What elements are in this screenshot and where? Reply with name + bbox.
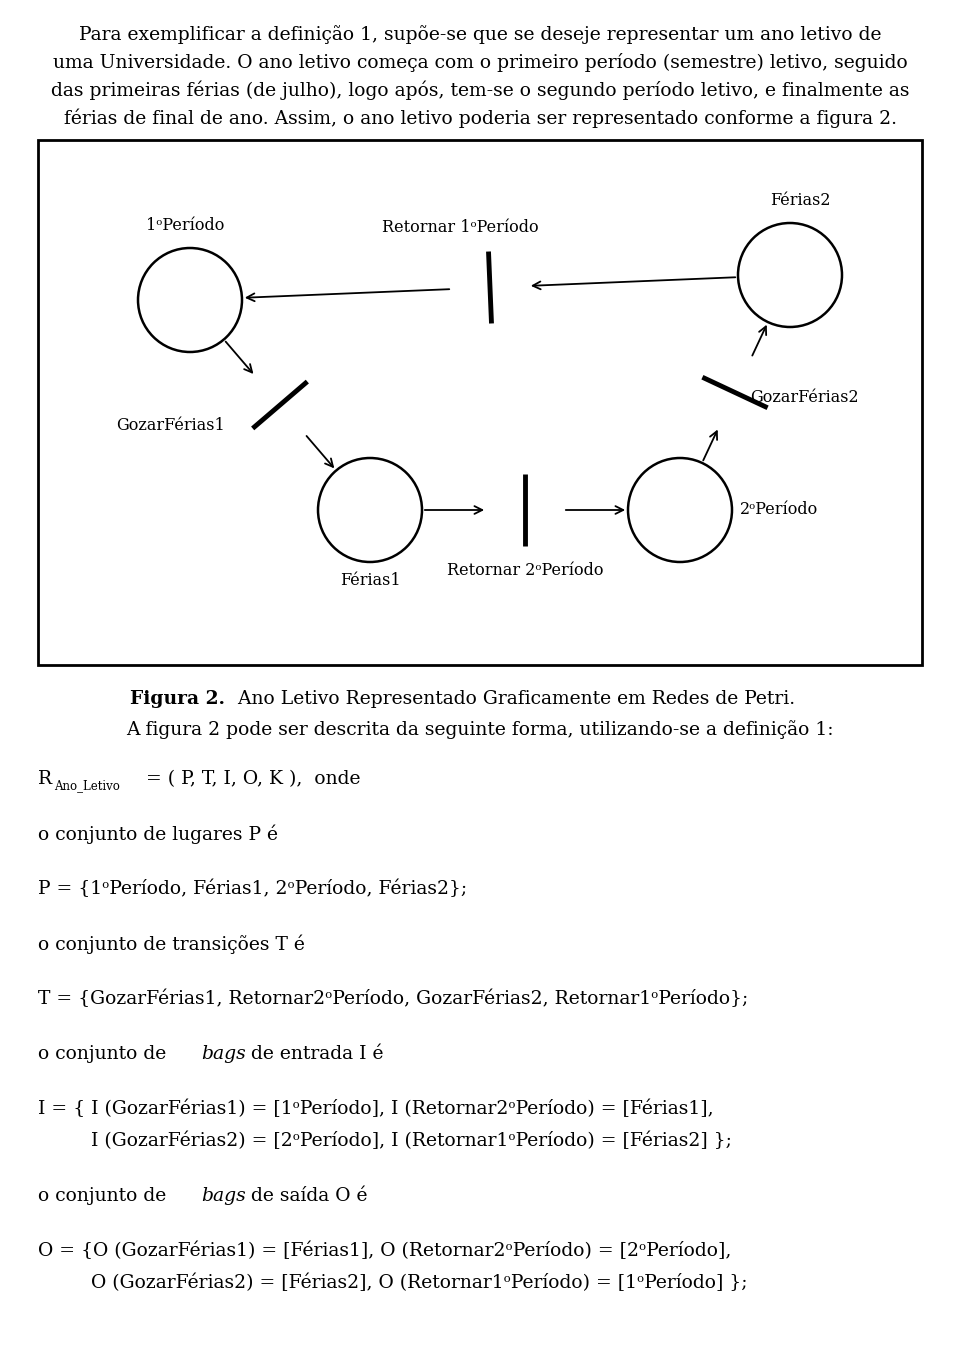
Text: O (GozarFérias2) = [Férias2], O (Retornar1ᵒPeríodo) = [1ᵒPeríodo] };: O (GozarFérias2) = [Férias2], O (Retorna…: [91, 1274, 748, 1292]
Text: GozarFérias1: GozarFérias1: [116, 417, 225, 433]
Text: o conjunto de lugares P é: o conjunto de lugares P é: [38, 825, 278, 845]
Text: das primeiras férias (de julho), logo após, tem-se o segundo período letivo, e f: das primeiras férias (de julho), logo ap…: [51, 81, 909, 100]
Text: Férias2: Férias2: [770, 192, 830, 209]
Text: Retornar 1ᵒPeríodo: Retornar 1ᵒPeríodo: [382, 219, 539, 235]
Bar: [38, 140, 922, 666]
Text: de entrada I é: de entrada I é: [245, 1045, 383, 1062]
Text: 1ᵒPeríodo: 1ᵒPeríodo: [146, 217, 225, 234]
Text: GozarFérias2: GozarFérias2: [750, 389, 858, 406]
Text: O = {O (GozarFérias1) = [Férias1], O (Retornar2ᵒPeríodo) = [2ᵒPeríodo],: O = {O (GozarFérias1) = [Férias1], O (Re…: [38, 1242, 732, 1261]
Text: bags: bags: [201, 1187, 246, 1206]
Text: Retornar 2ᵒPeríodo: Retornar 2ᵒPeríodo: [446, 562, 603, 579]
Text: P = {1ᵒPeríodo, Férias1, 2ᵒPeríodo, Férias2};: P = {1ᵒPeríodo, Férias1, 2ᵒPeríodo, Féri…: [38, 880, 468, 899]
Text: de saída O é: de saída O é: [245, 1187, 368, 1206]
Text: R: R: [38, 769, 52, 788]
Text: I = { I (GozarFérias1) = [1ᵒPeríodo], I (Retornar2ᵒPeríodo) = [Férias1],: I = { I (GozarFérias1) = [1ᵒPeríodo], I …: [38, 1100, 713, 1118]
Text: Férias1: Férias1: [340, 572, 400, 589]
Text: bags: bags: [201, 1045, 246, 1062]
Text: férias de final de ano. Assim, o ano letivo poderia ser representado conforme a : férias de final de ano. Assim, o ano let…: [63, 109, 897, 128]
Text: A figura 2 pode ser descrita da seguinte forma, utilizando-se a definição 1:: A figura 2 pode ser descrita da seguinte…: [127, 720, 833, 738]
Text: I (GozarFérias2) = [2ᵒPeríodo], I (Retornar1ᵒPeríodo) = [Férias2] };: I (GozarFérias2) = [2ᵒPeríodo], I (Retor…: [91, 1133, 732, 1150]
Text: Ano_Letivo: Ano_Letivo: [54, 779, 120, 792]
Text: Ano Letivo Representado Graficamente em Redes de Petri.: Ano Letivo Representado Graficamente em …: [232, 690, 795, 707]
Text: uma Universidade. O ano letivo começa com o primeiro período (semestre) letivo, : uma Universidade. O ano letivo começa co…: [53, 53, 907, 72]
Text: o conjunto de transições T é: o conjunto de transições T é: [38, 936, 305, 954]
Text: 2ᵒPeríodo: 2ᵒPeríodo: [740, 501, 818, 518]
Text: Para exemplificar a definição 1, supõe-se que se deseje representar um ano letiv: Para exemplificar a definição 1, supõe-s…: [79, 26, 881, 45]
Text: o conjunto de: o conjunto de: [38, 1187, 172, 1206]
Text: o conjunto de: o conjunto de: [38, 1045, 172, 1062]
Text: = ( P, T, I, O, K ),  onde: = ( P, T, I, O, K ), onde: [146, 769, 361, 788]
Text: T = {GozarFérias1, Retornar2ᵒPeríodo, GozarFérias2, Retornar1ᵒPeríodo};: T = {GozarFérias1, Retornar2ᵒPeríodo, Go…: [38, 990, 748, 1008]
Text: Figura 2.: Figura 2.: [130, 690, 225, 707]
